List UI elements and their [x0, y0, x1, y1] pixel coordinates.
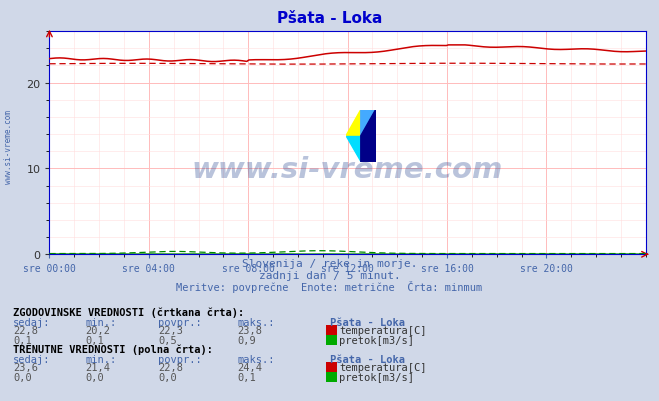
- Text: 22,3: 22,3: [158, 326, 183, 336]
- Text: Pšata - Loka: Pšata - Loka: [330, 317, 405, 327]
- Text: pretok[m3/s]: pretok[m3/s]: [339, 372, 415, 382]
- Text: 22,8: 22,8: [13, 326, 38, 336]
- Text: 0,9: 0,9: [237, 335, 256, 345]
- Text: 0,0: 0,0: [13, 372, 32, 382]
- Text: 22,8: 22,8: [158, 363, 183, 373]
- Text: min.:: min.:: [86, 354, 117, 364]
- Text: 0,0: 0,0: [86, 372, 104, 382]
- Polygon shape: [361, 110, 376, 162]
- Text: ZGODOVINSKE VREDNOSTI (črtkana črta):: ZGODOVINSKE VREDNOSTI (črtkana črta):: [13, 307, 244, 317]
- Text: povpr.:: povpr.:: [158, 354, 202, 364]
- Text: 21,4: 21,4: [86, 363, 111, 373]
- Text: www.si-vreme.com: www.si-vreme.com: [4, 109, 13, 183]
- Polygon shape: [361, 110, 376, 136]
- Text: 0,0: 0,0: [158, 372, 177, 382]
- Text: Pšata - Loka: Pšata - Loka: [330, 354, 405, 364]
- Text: maks.:: maks.:: [237, 354, 275, 364]
- Text: 0,1: 0,1: [13, 335, 32, 345]
- Text: Pšata - Loka: Pšata - Loka: [277, 10, 382, 26]
- Text: TRENUTNE VREDNOSTI (polna črta):: TRENUTNE VREDNOSTI (polna črta):: [13, 344, 213, 354]
- Text: maks.:: maks.:: [237, 317, 275, 327]
- Text: 23,8: 23,8: [237, 326, 262, 336]
- Text: 24,4: 24,4: [237, 363, 262, 373]
- Text: povpr.:: povpr.:: [158, 317, 202, 327]
- Text: 0,1: 0,1: [86, 335, 104, 345]
- Text: www.si-vreme.com: www.si-vreme.com: [192, 156, 503, 184]
- Text: 0,1: 0,1: [237, 372, 256, 382]
- Text: temperatura[C]: temperatura[C]: [339, 326, 427, 336]
- Polygon shape: [346, 110, 361, 136]
- Text: sedaj:: sedaj:: [13, 354, 51, 364]
- Polygon shape: [346, 136, 361, 162]
- Text: 23,6: 23,6: [13, 363, 38, 373]
- Text: Meritve: povprečne  Enote: metrične  Črta: minmum: Meritve: povprečne Enote: metrične Črta:…: [177, 281, 482, 293]
- Text: 20,2: 20,2: [86, 326, 111, 336]
- Text: sedaj:: sedaj:: [13, 317, 51, 327]
- Text: 0,5: 0,5: [158, 335, 177, 345]
- Text: pretok[m3/s]: pretok[m3/s]: [339, 335, 415, 345]
- Text: Slovenija / reke in morje.: Slovenija / reke in morje.: [242, 259, 417, 269]
- Text: temperatura[C]: temperatura[C]: [339, 363, 427, 373]
- Text: zadnji dan / 5 minut.: zadnji dan / 5 minut.: [258, 271, 401, 281]
- Text: min.:: min.:: [86, 317, 117, 327]
